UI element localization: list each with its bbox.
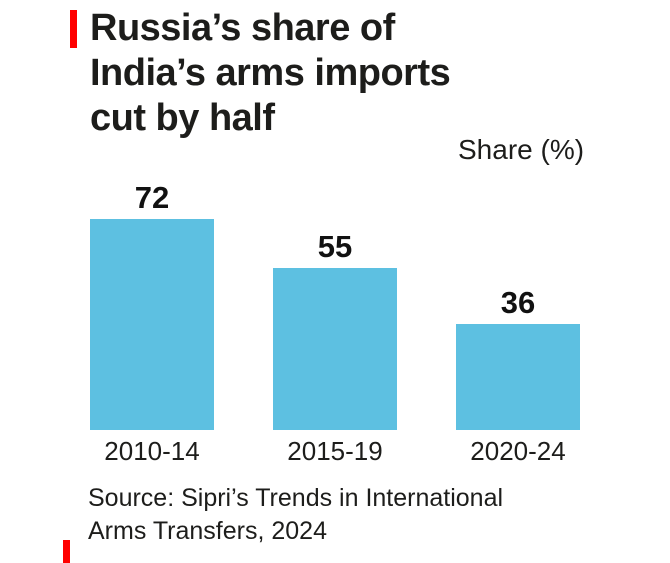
source-note: Source: Sipri’s Trends in International … [88, 482, 503, 548]
x-axis-category-label: 2010-14 [104, 436, 200, 466]
bar [90, 219, 214, 431]
red-accent-top [70, 10, 77, 48]
bar-value-label: 55 [317, 229, 353, 264]
chart-title: Russia’s share of India’s arms imports c… [90, 6, 451, 141]
source-line-1: Source: Sipri’s Trends in International [88, 484, 504, 512]
bar [456, 324, 580, 430]
source-line-2: Arms Transfers, 2024 [88, 517, 327, 545]
bar-value-label: 36 [500, 285, 536, 320]
x-axis-category-label: 2015-19 [287, 436, 383, 466]
chart-title-line-3: cut by half [90, 97, 275, 139]
chart-title-line-2: India’s arms imports [90, 52, 451, 94]
x-axis-category-label: 2020-24 [470, 436, 566, 466]
bar [273, 268, 397, 430]
red-accent-bottom [63, 540, 70, 563]
bar-value-label: 72 [134, 180, 170, 215]
y-axis-unit-label: Share (%) [458, 134, 585, 165]
bar-group: 72 2010-14 [90, 182, 214, 465]
bar-chart-plot-area: 72 2010-14 55 2015-19 36 2020-24 [90, 182, 580, 465]
bar-group: 36 2020-24 [456, 182, 580, 465]
chart-title-line-1: Russia’s share of [90, 7, 395, 49]
bar-group: 55 2015-19 [273, 182, 397, 465]
